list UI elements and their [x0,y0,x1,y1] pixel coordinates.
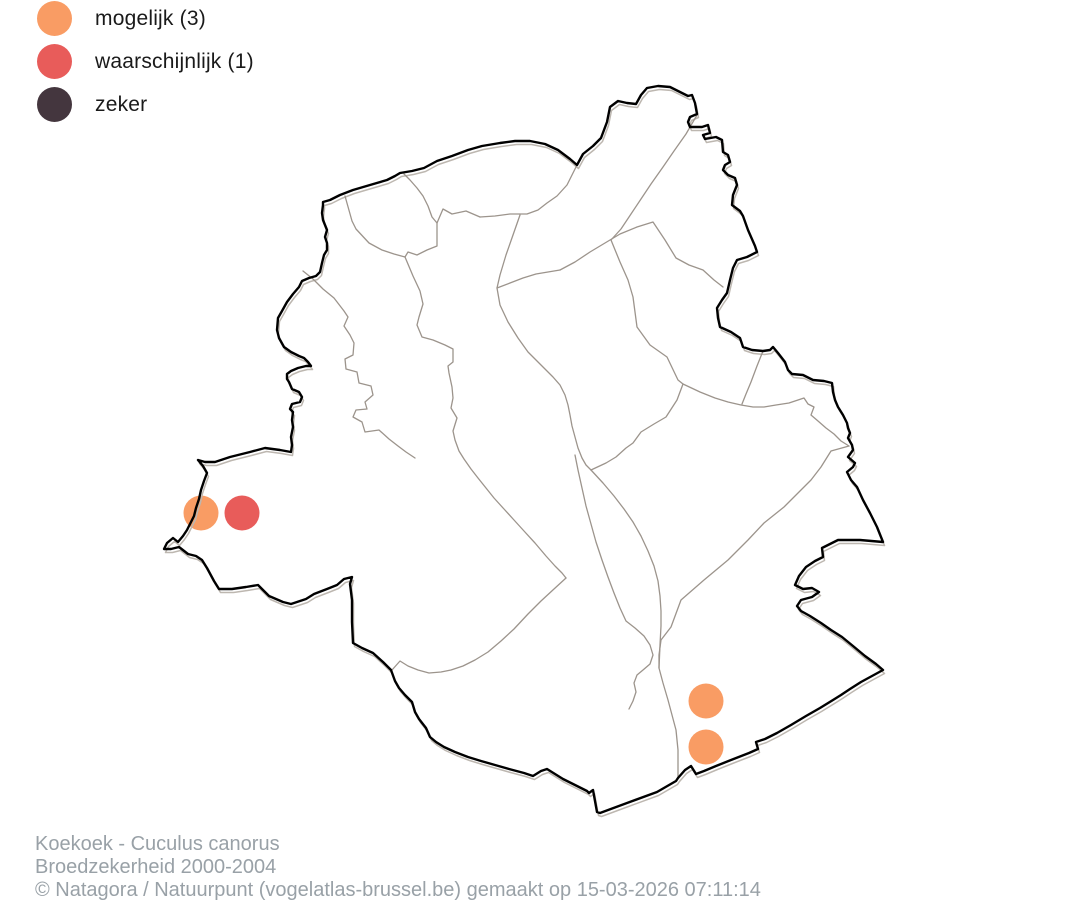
observation-dot-mogelijk-3 [688,729,724,765]
region-outline [162,84,885,815]
map-caption: Koekoek - Cuculus canorus Broedzekerheid… [35,833,761,900]
observation-dots-layer [183,495,724,765]
caption-credit: © Natagora / Natuurpunt (vogelatlas-brus… [35,879,761,900]
legend-label-zeker: zeker [95,92,148,116]
observation-dot-waarschijnlijk-1 [224,495,260,531]
legend-label-waarschijnlijk: waarschijnlijk (1) [95,49,254,73]
observation-dot-mogelijk-2 [688,683,724,719]
legend: mogelijk (3) waarschijnlijk (1) zeker [37,1,254,130]
legend-item-zeker: zeker [37,87,254,122]
legend-item-mogelijk: mogelijk (3) [37,1,254,36]
legend-item-waarschijnlijk: waarschijnlijk (1) [37,44,254,79]
legend-label-mogelijk: mogelijk (3) [95,6,206,30]
caption-period: Broedzekerheid 2000-2004 [35,856,277,878]
municipality-borders [302,114,850,779]
outline-shadow-layer [164,88,886,818]
legend-swatch-waarschijnlijk-icon [37,44,72,79]
region-outline-shadow [164,88,886,818]
legend-swatch-mogelijk-icon [37,1,72,36]
caption-species: Koekoek - Cuculus canorus [35,833,280,855]
legend-swatch-zeker-icon [37,87,72,122]
